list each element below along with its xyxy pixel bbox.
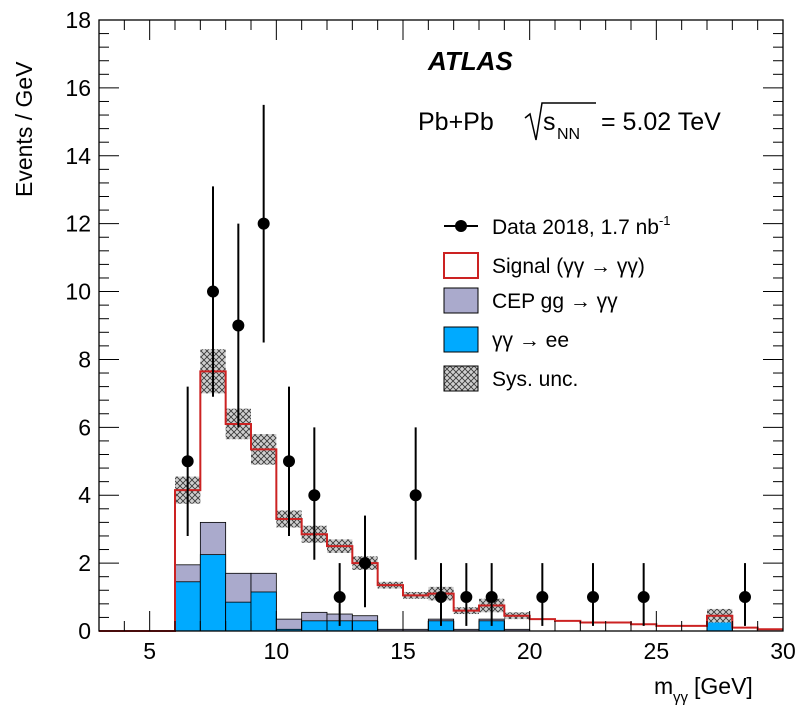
legend-item-sys: Sys. unc. [443, 365, 578, 392]
data-point [207, 285, 219, 298]
x-tick-label: 15 [390, 638, 416, 664]
atlas-label: ATLAS [427, 46, 513, 76]
legend-sys-swatch [443, 365, 479, 392]
legend-data-label: Data 2018, 1.7 nb-1 [492, 213, 671, 239]
x-tick-label: 20 [517, 638, 543, 664]
data-point [739, 591, 751, 604]
x-tick-label: 30 [770, 638, 796, 664]
legend-cep-label: CEP gg → γγ [492, 290, 618, 313]
legend-signal-label: Signal (γγ → γγ) [492, 255, 645, 278]
data-point [359, 557, 371, 570]
sqrt-sign [524, 102, 596, 141]
y-tick-label: 18 [65, 7, 91, 33]
legend-signal-swatch [443, 252, 479, 279]
x-tick-label: 5 [143, 638, 156, 664]
x-axis-symbol: m [654, 673, 673, 699]
legend-sys-label: Sys. unc. [492, 368, 578, 391]
y-tick-label: 16 [65, 75, 91, 101]
y-tick-label: 4 [78, 482, 91, 508]
y-tick-label: 0 [78, 618, 91, 644]
x-axis-subscript: γγ [673, 689, 689, 706]
energy-value: = 5.02 TeV [601, 108, 721, 136]
y-tick-label: 10 [65, 279, 91, 305]
legend-item-signal: Signal (γγ → γγ) [443, 252, 645, 279]
y-tick-label: 8 [78, 346, 91, 372]
sqrt-s-subscript: NN [557, 126, 580, 143]
data-point [409, 489, 422, 502]
y-axis-title: Events / GeV [11, 61, 37, 197]
x-axis-unit: [GeV] [694, 673, 753, 699]
ee-bar [301, 620, 328, 632]
sqrt-s-symbol: s [543, 108, 556, 136]
data-point [485, 591, 498, 604]
data-point [181, 455, 194, 468]
data-point [283, 455, 295, 468]
data-point [435, 591, 447, 604]
legend-item-cep: CEP gg → γγ [443, 287, 618, 314]
legend-ee-swatch [443, 326, 479, 353]
plot-frame [98, 19, 784, 632]
legend-item-ee: γγ → ee [443, 326, 569, 353]
y-tick-label: 14 [65, 143, 91, 169]
ee-bar [174, 581, 201, 632]
data-point [308, 489, 321, 502]
x-tick-label: 10 [264, 638, 290, 664]
legend-data-marker [455, 220, 467, 232]
data-point [232, 319, 245, 332]
data-point [460, 591, 473, 604]
ee-bar [250, 591, 277, 632]
legend-cep-swatch [443, 287, 479, 314]
ee-bar [199, 554, 227, 632]
y-tick-label: 12 [65, 211, 91, 237]
legend-ee-label: γγ → ee [492, 329, 569, 352]
legend: Data 2018, 1.7 nb-1 Signal (γγ → γγ) CEP… [443, 213, 671, 392]
data-point [637, 591, 650, 604]
data-point [587, 591, 599, 604]
data-point [257, 217, 270, 230]
y-tick-label: 6 [78, 414, 91, 440]
x-tick-label: 25 [644, 638, 670, 664]
x-axis-title: m γγ [GeV] [654, 673, 753, 706]
data-point [536, 591, 549, 604]
ee-bar [225, 601, 252, 632]
data-point [333, 591, 346, 604]
energy-label: Pb+Pb s NN = 5.02 TeV [418, 102, 721, 143]
collision-text: Pb+Pb [418, 108, 494, 136]
legend-item-data: Data 2018, 1.7 nb-1 [444, 213, 671, 239]
y-tick-label: 2 [78, 550, 91, 576]
ee-bar [351, 620, 379, 632]
